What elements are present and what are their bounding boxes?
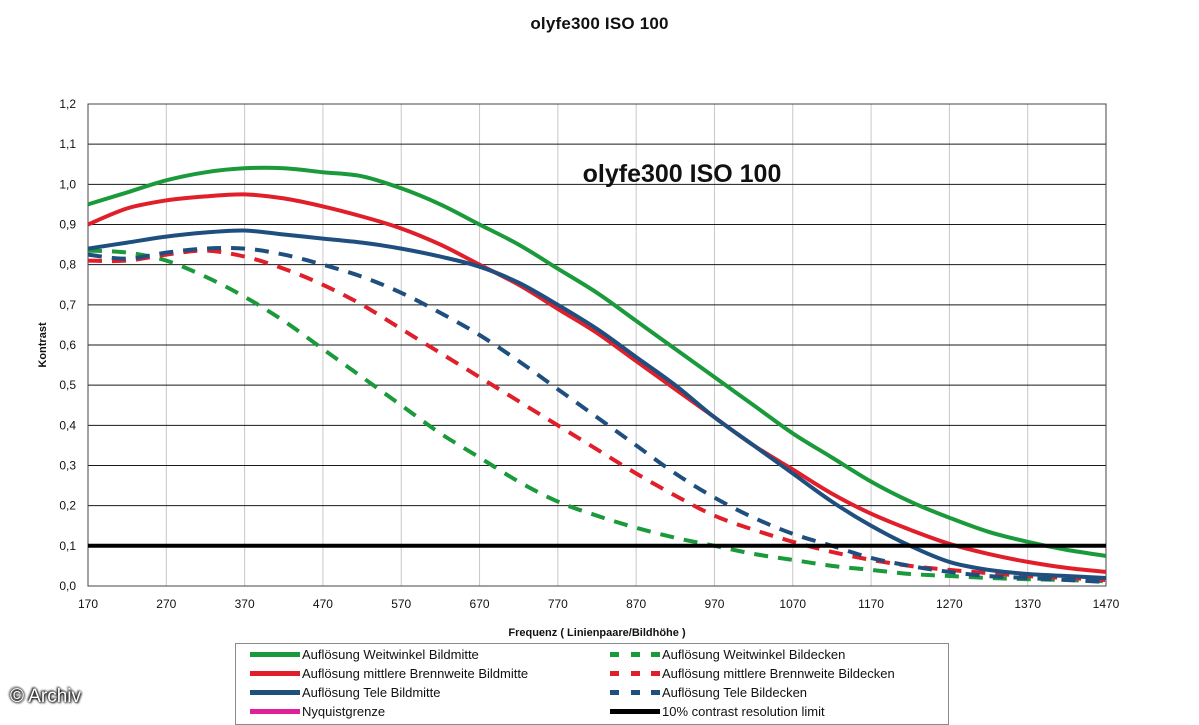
legend-label: Auflösung mittlere Brennweite Bildecken <box>662 665 895 681</box>
watermark: © Archiv <box>10 686 82 707</box>
x-tick-label: 1470 <box>1093 597 1120 611</box>
legend-item: Auflösung Tele Bildecken <box>610 683 807 701</box>
chart-title: olyfe300 ISO 100 <box>530 14 669 33</box>
y-tick-label: 0,2 <box>59 499 76 513</box>
y-tick-label: 0,3 <box>59 459 76 473</box>
y-tick-label: 0,5 <box>59 378 76 392</box>
legend-swatch <box>250 689 300 695</box>
x-tick-label: 770 <box>548 597 568 611</box>
y-tick-label: 0,8 <box>59 258 76 272</box>
legend-label: Auflösung Weitwinkel Bildecken <box>662 646 846 662</box>
series-line-aufl-sung-mittlere-brennweite-bildmitte <box>87 192 1107 574</box>
legend-swatch <box>610 670 660 676</box>
legend-label: Auflösung mittlere Brennweite Bildmitte <box>302 665 529 681</box>
legend-item: Auflösung Weitwinkel Bildecken <box>610 645 845 663</box>
y-tick-label: 0,9 <box>59 218 76 232</box>
legend-swatch <box>250 708 300 714</box>
legend: Auflösung Weitwinkel Bildmitte Auflösung … <box>235 643 949 725</box>
x-tick-label: 970 <box>704 597 724 611</box>
legend-item: Nyquistgrenze <box>250 702 385 720</box>
legend-label: Nyquistgrenze <box>302 703 386 719</box>
legend-swatch <box>250 651 300 657</box>
legend-label: Auflösung Tele Bildecken <box>662 684 808 700</box>
x-tick-label: 170 <box>78 597 98 611</box>
y-tick-label: 0,0 <box>59 579 76 593</box>
x-tick-label: 470 <box>313 597 333 611</box>
legend-label: Auflösung Weitwinkel Bildmitte <box>302 646 479 662</box>
y-axis-label: Kontrast <box>37 322 49 368</box>
legend-swatch <box>250 670 300 676</box>
x-axis-label: Frequenz ( Linienpaare/Bildhöhe ) <box>508 627 686 639</box>
series-line-aufl-sung-weitwinkel-bildecken <box>87 248 1107 584</box>
legend-swatch <box>610 651 660 657</box>
y-tick-label: 0,7 <box>59 298 76 312</box>
y-tick-label: 1,2 <box>59 97 76 111</box>
legend-label: Auflösung Tele Bildmitte <box>302 684 441 700</box>
y-tick-label: 1,0 <box>59 177 76 191</box>
legend-item: Auflösung Tele Bildmitte <box>250 683 441 701</box>
x-tick-label: 270 <box>156 597 176 611</box>
x-tick-label: 670 <box>470 597 490 611</box>
chart-plot: 0,0 0,1 0,2 0,3 0,4 0,5 0,6 0,7 0,8 0,9 1,0 1,1 1,2 1… <box>37 97 1120 639</box>
legend-item: Auflösung mittlere Brennweite Bildmitte <box>250 664 528 682</box>
legend-swatch <box>610 708 660 714</box>
y-tick-label: 0,6 <box>59 338 76 352</box>
series-line-aufl-sung-tele-bildecken <box>87 245 1107 584</box>
y-tick-label: 0,4 <box>59 418 76 432</box>
series-line-aufl-sung-tele-bildmitte <box>87 228 1107 580</box>
legend-item: Auflösung Weitwinkel Bildmitte <box>250 645 479 663</box>
series-line-aufl-sung-weitwinkel-bildmitte <box>87 165 1107 558</box>
x-tick-label: 1270 <box>936 597 963 611</box>
legend-swatch <box>610 689 660 695</box>
x-tick-label: 570 <box>391 597 411 611</box>
legend-item: 10% contrast resolution limit <box>610 702 825 720</box>
x-tick-label: 1170 <box>858 597 884 611</box>
x-tick-label: 1370 <box>1014 597 1041 611</box>
series-line-aufl-sung-mittlere-brennweite-bildecken <box>87 248 1107 582</box>
y-tick-label: 0,1 <box>59 539 76 553</box>
plot-frame <box>87 103 1107 587</box>
x-tick-label: 370 <box>235 597 255 611</box>
y-tick-label: 1,1 <box>59 137 76 151</box>
x-tick-label: 870 <box>626 597 646 611</box>
legend-item: Auflösung mittlere Brennweite Bildecken <box>610 664 895 682</box>
legend-label: 10% contrast resolution limit <box>662 703 825 719</box>
x-tick-label: 1070 <box>779 597 806 611</box>
inner-chart-title: olyfe300 ISO 100 <box>583 160 782 188</box>
